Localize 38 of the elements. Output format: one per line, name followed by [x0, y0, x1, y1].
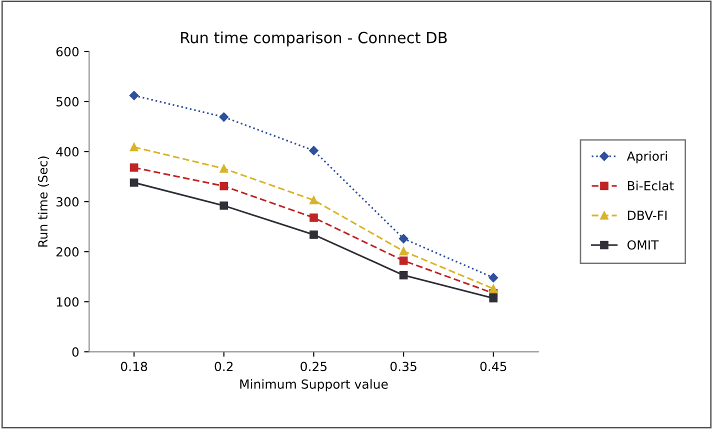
y-tick-label: 500 [56, 97, 79, 106]
point [489, 284, 498, 293]
point [129, 90, 139, 100]
x-axis-title: Minimum Support value [240, 379, 388, 392]
point [398, 234, 408, 244]
y-tick-label: 200 [56, 247, 79, 257]
point [399, 256, 408, 265]
point [310, 230, 318, 239]
y-axis-title: Run time (Sec) [38, 156, 50, 247]
point [488, 273, 498, 282]
point [130, 142, 138, 152]
legend-label: DBV-FI [628, 210, 667, 220]
point [310, 213, 318, 222]
point [309, 146, 318, 156]
point [220, 182, 228, 190]
y-tick-label: 0 [72, 347, 79, 357]
point [130, 178, 138, 187]
point [130, 163, 138, 172]
point [489, 294, 498, 302]
point [219, 112, 229, 122]
y-tick-label: 600 [56, 46, 79, 56]
legend-label: Apriori [626, 151, 667, 164]
x-tick-label: 0.35 [390, 362, 416, 372]
y-tick-label: 300 [56, 197, 79, 207]
point [399, 271, 408, 280]
point [220, 164, 228, 173]
x-tick-label: 0.45 [480, 362, 506, 372]
x-tick-label: 0.2 [214, 362, 233, 372]
point [220, 201, 228, 210]
x-tick-label: 0.25 [300, 362, 327, 372]
legend-label: OMIT [627, 240, 659, 250]
x-tick-label: 0.18 [120, 362, 148, 372]
chart-title: Run time comparison - Connect DB [181, 32, 447, 46]
legend-label: Bi-Eclat [628, 180, 674, 190]
y-tick-label: 400 [56, 147, 79, 157]
y-tick-label: 100 [56, 297, 79, 307]
point [310, 196, 318, 204]
point [399, 247, 408, 256]
